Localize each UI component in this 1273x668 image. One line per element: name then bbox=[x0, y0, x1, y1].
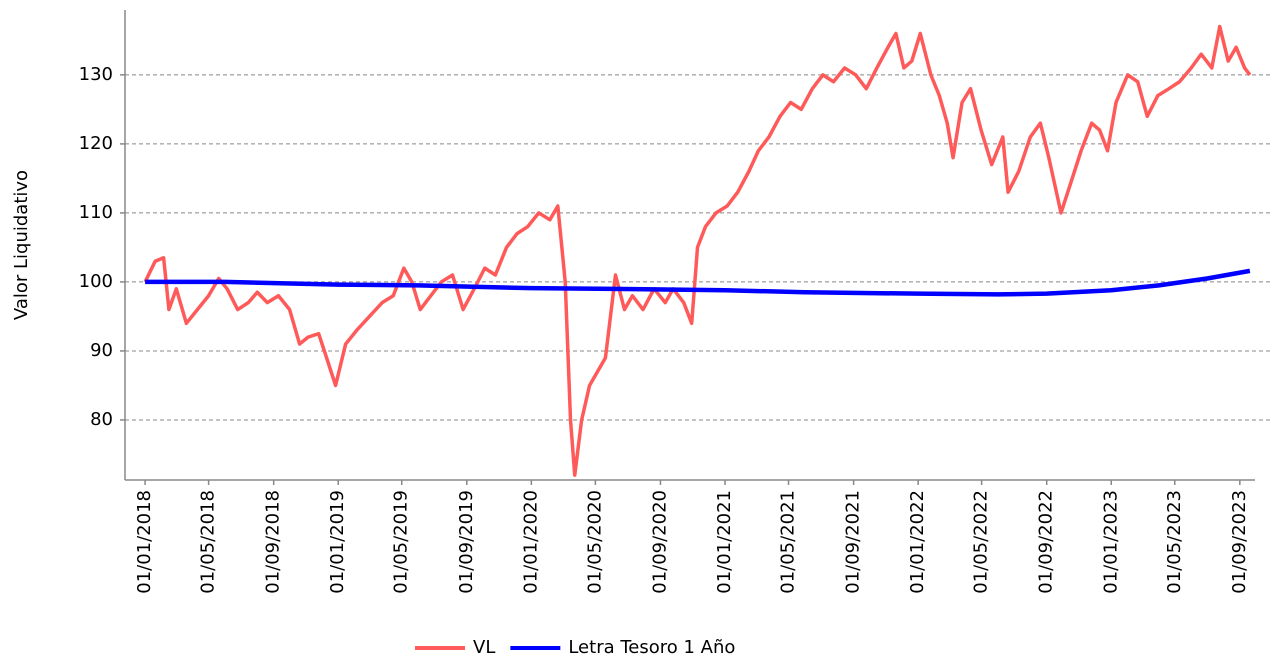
legend-label: Letra Tesoro 1 Año bbox=[568, 637, 735, 658]
x-tick-label: 01/05/2022 bbox=[971, 490, 992, 594]
x-tick-label: 01/05/2019 bbox=[391, 490, 412, 594]
y-tick-label: 120 bbox=[79, 133, 113, 154]
series-line bbox=[143, 24, 1252, 477]
x-tick-label: 01/01/2022 bbox=[907, 490, 928, 594]
x-tick-label: 01/09/2023 bbox=[1229, 490, 1250, 594]
y-tick-label: 110 bbox=[79, 202, 113, 223]
x-tick-label: 01/01/2021 bbox=[714, 490, 735, 594]
x-tick-label: 01/05/2021 bbox=[778, 490, 799, 594]
series-line bbox=[145, 268, 1251, 297]
y-tick-label: 130 bbox=[79, 64, 113, 85]
legend-label: VL bbox=[473, 637, 495, 658]
x-tick-label: 01/05/2023 bbox=[1164, 490, 1185, 594]
x-tick-label: 01/09/2019 bbox=[456, 490, 477, 594]
y-tick-label: 100 bbox=[79, 271, 113, 292]
x-tick-label: 01/09/2018 bbox=[263, 490, 284, 594]
y-tick-label: 80 bbox=[90, 409, 113, 430]
x-tick-label: 01/09/2021 bbox=[843, 490, 864, 594]
x-tick-label: 01/05/2018 bbox=[198, 490, 219, 594]
x-tick-label: 01/01/2018 bbox=[134, 490, 155, 594]
x-tick-label: 01/01/2019 bbox=[327, 490, 348, 594]
y-axis-label: Valor Liquidativo bbox=[11, 170, 32, 320]
x-tick-label: 01/01/2020 bbox=[520, 490, 541, 594]
y-tick-label: 90 bbox=[90, 340, 113, 361]
x-tick-label: 01/09/2020 bbox=[649, 490, 670, 594]
x-tick-label: 01/01/2023 bbox=[1100, 490, 1121, 594]
x-tick-label: 01/09/2022 bbox=[1036, 490, 1057, 594]
x-tick-label: 01/05/2020 bbox=[584, 490, 605, 594]
